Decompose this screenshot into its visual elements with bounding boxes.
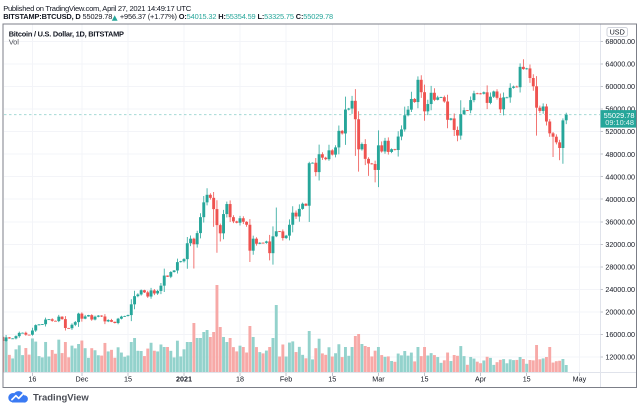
svg-text:2021: 2021 [176,375,192,384]
svg-text:09:10:48: 09:10:48 [605,118,634,127]
svg-text:15: 15 [421,375,429,384]
svg-text:15: 15 [523,375,531,384]
svg-text:44000.00: 44000.00 [605,172,635,181]
svg-text:Dec: Dec [76,375,89,384]
svg-text:24000.00: 24000.00 [605,285,635,294]
svg-text:64000.00: 64000.00 [605,60,635,69]
svg-text:Apr: Apr [475,375,487,384]
svg-text:16000.00: 16000.00 [605,330,635,339]
svg-text:16: 16 [28,375,36,384]
svg-text:15: 15 [124,375,132,384]
svg-text:40000.00: 40000.00 [605,195,635,204]
svg-text:56000.00: 56000.00 [605,105,635,114]
svg-text:68000.00: 68000.00 [605,37,635,46]
svg-text:20000.00: 20000.00 [605,308,635,317]
svg-text:Vol: Vol [9,37,20,46]
svg-text:TradingView: TradingView [33,393,89,404]
svg-text:36000.00: 36000.00 [605,217,635,226]
svg-text:BITSTAMP:BTCUSD, D 55029.78: BITSTAMP:BTCUSD, D 55029.78 +956.37 (+1.… [3,12,333,21]
svg-text:32000.00: 32000.00 [605,240,635,249]
svg-text:52000.00: 52000.00 [605,127,635,136]
svg-text:28000.00: 28000.00 [605,263,635,272]
svg-text:48000.00: 48000.00 [605,150,635,159]
svg-text:USD: USD [610,27,625,36]
svg-text:15: 15 [328,375,336,384]
svg-text:May: May [573,375,587,384]
svg-text:Published on TradingView.com,: Published on TradingView.com, April 27, … [3,4,192,13]
svg-text:55029.78: 55029.78 [604,111,635,120]
svg-text:60000.00: 60000.00 [605,82,635,91]
svg-text:Feb: Feb [280,375,292,384]
svg-text:Mar: Mar [372,375,385,384]
svg-text:12000.00: 12000.00 [605,353,635,362]
svg-text:Bitcoin / U.S. Dollar, 1D, BIT: Bitcoin / U.S. Dollar, 1D, BITSTAMP [9,30,124,39]
svg-text:18: 18 [236,375,244,384]
